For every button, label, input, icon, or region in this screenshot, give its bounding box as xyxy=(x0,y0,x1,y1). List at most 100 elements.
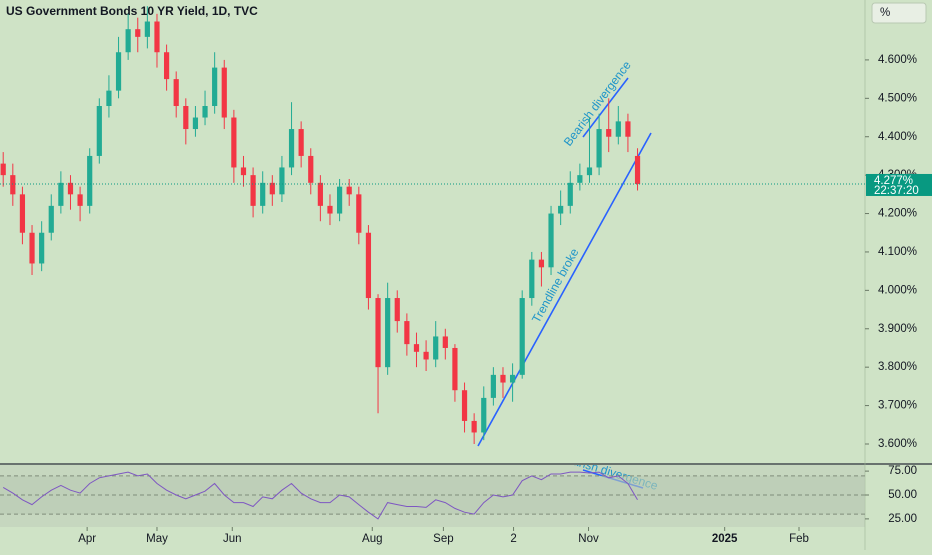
candle-body xyxy=(269,182,275,195)
candle-body xyxy=(317,182,323,206)
candle-body xyxy=(385,298,391,368)
candle-body xyxy=(67,182,74,195)
last-price-box xyxy=(866,173,932,196)
candle-body xyxy=(298,129,304,156)
candle-body xyxy=(10,175,16,195)
candle-body xyxy=(452,347,458,391)
y-tick-label: 4.500% xyxy=(878,92,917,104)
y-tick-label: 25.00 xyxy=(888,513,917,525)
candle-body xyxy=(356,194,362,233)
y-tick-label: 3.700% xyxy=(878,400,917,412)
y-tick-label: 4.000% xyxy=(878,284,917,296)
candle-body xyxy=(192,117,199,130)
candle-body xyxy=(87,155,93,206)
candle-body xyxy=(336,186,343,214)
candle-body xyxy=(586,167,593,176)
candle-body xyxy=(394,298,400,322)
trendline xyxy=(477,132,652,447)
x-tick-label: Sep xyxy=(433,533,453,545)
candle-body xyxy=(577,175,583,183)
x-tick-label: 2 xyxy=(510,533,516,545)
candle-body xyxy=(39,232,45,264)
candle-body xyxy=(509,374,516,383)
candle-body xyxy=(404,321,410,345)
candle-body xyxy=(423,351,429,360)
candle-body xyxy=(221,67,227,118)
y-tick-label: 4.400% xyxy=(878,131,917,143)
candle-body xyxy=(58,182,64,206)
candle-body xyxy=(288,129,295,168)
candle-body xyxy=(615,121,621,137)
candle-body xyxy=(115,52,122,91)
candle-body xyxy=(365,232,372,299)
candle-body xyxy=(19,194,26,233)
candle-body xyxy=(260,182,266,206)
x-tick-label: Nov xyxy=(578,533,599,545)
percent-button-label[interactable]: % xyxy=(880,7,890,19)
candle-body xyxy=(279,167,285,195)
candle-body xyxy=(144,21,150,37)
candle-body xyxy=(413,344,420,352)
candle-body xyxy=(490,374,496,398)
candle-body xyxy=(212,67,218,107)
candle-body xyxy=(135,29,141,37)
candle-body xyxy=(154,21,160,53)
x-tick-label: Jun xyxy=(223,533,242,545)
y-tick-label: 3.800% xyxy=(878,361,917,373)
candle-body xyxy=(567,182,573,206)
candle-body xyxy=(250,175,256,206)
y-tick-label: 4.600% xyxy=(878,54,917,66)
candle-body xyxy=(538,259,545,268)
candle-body xyxy=(596,129,602,168)
x-tick-label: 2025 xyxy=(712,533,738,545)
candle-body xyxy=(548,213,554,268)
x-tick-label: Feb xyxy=(789,533,809,545)
y-tick-label: 50.00 xyxy=(888,489,917,501)
candle-body xyxy=(173,79,179,107)
candle-body xyxy=(558,205,564,214)
candle-body xyxy=(481,397,487,433)
candle-body xyxy=(500,374,506,383)
last-price-label: 4.277% xyxy=(874,175,913,187)
countdown: 22:37:20 xyxy=(874,185,919,197)
percent-button[interactable] xyxy=(871,2,927,24)
candle-body xyxy=(240,167,247,176)
chart-title: US Government Bonds 10 YR Yield, 1D, TVC xyxy=(6,4,258,18)
y-tick-label: 3.600% xyxy=(878,438,917,450)
candle-body xyxy=(231,117,237,168)
candle-body xyxy=(634,155,641,184)
candle-body xyxy=(106,90,112,107)
candle-body xyxy=(346,186,352,195)
candle-body xyxy=(183,106,189,130)
candle-body xyxy=(461,390,468,421)
divergence-line xyxy=(582,77,629,138)
candle-body xyxy=(327,205,333,214)
candle-body xyxy=(125,29,131,53)
candle-body xyxy=(96,106,102,156)
candle-body xyxy=(0,163,6,176)
candle-body xyxy=(471,420,477,433)
candle-body xyxy=(163,52,170,80)
candle-body xyxy=(442,336,448,348)
candle-body xyxy=(519,298,525,375)
candle-body xyxy=(433,336,439,360)
x-tick-label: May xyxy=(146,533,168,545)
rsi-line xyxy=(2,471,638,520)
candle-body xyxy=(308,155,314,183)
candle-body xyxy=(202,106,208,118)
x-tick-label: Apr xyxy=(78,533,96,545)
candle-body xyxy=(29,232,35,264)
candle-body xyxy=(48,205,54,233)
y-tick-label: 4.200% xyxy=(878,208,917,220)
rsi-band xyxy=(0,475,865,515)
y-tick-label: 75.00 xyxy=(888,465,917,477)
candle-body xyxy=(625,121,631,137)
candle-body xyxy=(77,194,83,206)
x-tick-label: Aug xyxy=(362,533,382,545)
candle-body xyxy=(606,129,612,137)
candle-body xyxy=(529,259,535,299)
y-tick-label: 3.900% xyxy=(878,323,917,335)
